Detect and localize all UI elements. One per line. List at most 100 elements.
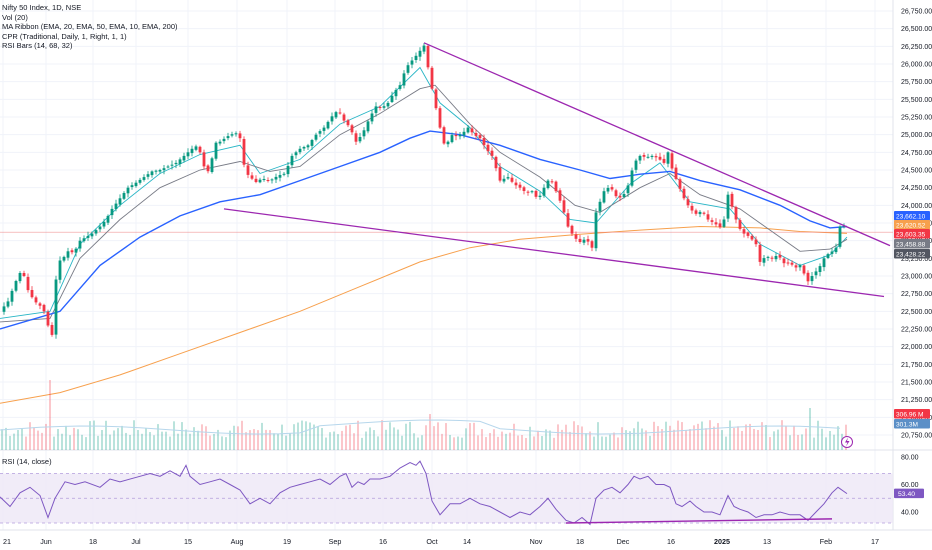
volume-bar xyxy=(649,435,651,450)
candle-body xyxy=(606,187,610,192)
time-tick-label: 16 xyxy=(667,537,675,546)
price-tick-label: 23,000.00 xyxy=(901,274,932,281)
volume-bar xyxy=(701,421,703,450)
volume-bar xyxy=(293,424,295,450)
volume-bar xyxy=(81,434,83,450)
time-tick-label: 18 xyxy=(576,537,584,546)
candle-body xyxy=(726,194,730,219)
candle-body xyxy=(218,141,222,144)
volume-bar xyxy=(13,433,15,450)
candle-body xyxy=(22,273,26,276)
legend-ma-ribbon[interactable]: MA Ribbon (EMA, 20, EMA, 50, EMA, 10, EM… xyxy=(2,22,178,32)
candle-body xyxy=(706,214,710,220)
candle-body xyxy=(270,179,274,181)
candle-body xyxy=(34,297,38,303)
volume-bar xyxy=(465,428,467,450)
candle-body xyxy=(86,236,90,238)
candle-body xyxy=(546,180,550,189)
volume-bar xyxy=(525,437,527,450)
trendlines[interactable] xyxy=(223,42,891,298)
candle-body xyxy=(794,265,798,268)
candle-body xyxy=(658,156,662,160)
candle-body xyxy=(410,60,414,65)
candle-body xyxy=(534,190,538,197)
volume-bar xyxy=(89,421,91,450)
candle-body xyxy=(10,290,14,302)
candle-body xyxy=(530,191,534,193)
rsi-tick-label: 60.00 xyxy=(901,482,919,489)
volume-bar xyxy=(25,436,27,450)
candle-body xyxy=(762,258,766,263)
candle-body xyxy=(782,258,786,264)
volume-bar xyxy=(657,426,659,450)
candle-body xyxy=(166,166,170,168)
volume-bar xyxy=(125,432,127,450)
candle-body xyxy=(78,240,82,249)
volume-bar xyxy=(225,437,227,450)
rsi-legend[interactable]: RSI (14, close) xyxy=(2,457,52,466)
candle-body xyxy=(562,200,566,213)
legend-symbol[interactable]: Nifty 50 Index, 1D, NSE xyxy=(2,3,82,12)
volume-bar xyxy=(333,431,335,450)
candle-body xyxy=(126,187,130,194)
ema-ribbon xyxy=(0,66,848,330)
candle-body xyxy=(334,112,338,118)
volume-bar xyxy=(517,435,519,450)
candle-body xyxy=(26,276,30,291)
candle-body xyxy=(202,152,206,167)
time-tick-label: Oct xyxy=(426,537,437,546)
volume-bar xyxy=(213,433,215,450)
volume-bar xyxy=(373,430,375,450)
candle-body xyxy=(318,131,322,134)
candle-body xyxy=(434,89,438,109)
candle-body xyxy=(102,221,106,227)
candle-body xyxy=(406,65,410,73)
candle-body xyxy=(310,140,314,146)
legend-vol[interactable]: Vol (20) xyxy=(2,12,28,22)
candle-body xyxy=(2,306,6,312)
candle-body xyxy=(522,187,526,191)
candle-body xyxy=(514,182,518,186)
price-tick-label: 23,250.00 xyxy=(901,256,932,263)
candle-body xyxy=(478,135,482,139)
volume-bar xyxy=(173,421,175,450)
volume-bar xyxy=(573,421,575,450)
volume-bar xyxy=(261,422,263,450)
candle-body xyxy=(490,150,494,156)
volume-bar xyxy=(689,429,691,450)
candle-body xyxy=(294,152,298,156)
volume-bar xyxy=(449,434,451,450)
candle-body xyxy=(178,159,182,164)
volume-bar xyxy=(781,420,783,450)
volume-bar xyxy=(785,426,787,450)
price-tag-label: 23,428.22 xyxy=(896,251,926,258)
volume-bar xyxy=(369,427,371,450)
volume-bar xyxy=(653,421,655,450)
volume-bar xyxy=(729,420,731,450)
volume-bar xyxy=(569,431,571,450)
lightning-icon[interactable] xyxy=(841,436,853,448)
candle-body xyxy=(130,185,134,187)
candle-body xyxy=(382,106,386,108)
price-tick-label: 26,750.00 xyxy=(901,9,932,16)
legend-cpr[interactable]: CPR (Traditional, Daily, 1, Right, 1, 1) xyxy=(2,31,127,41)
candle-body xyxy=(662,158,666,163)
legend-rsi-bars[interactable]: RSI Bars (14, 68, 32) xyxy=(2,41,73,51)
candle-body xyxy=(134,182,138,187)
volume-ma-line xyxy=(0,419,841,435)
price-tag-label: 23,458.88 xyxy=(896,241,926,248)
volume-bar xyxy=(289,433,291,450)
candle-body xyxy=(402,73,406,86)
price-tag-box xyxy=(894,211,930,221)
volume-bar xyxy=(809,408,811,450)
candle-body xyxy=(486,144,490,152)
candle-body xyxy=(722,219,726,227)
ema-line xyxy=(0,84,848,323)
volume-bar xyxy=(189,433,191,450)
volume-bar xyxy=(105,420,107,450)
time-tick-label: 14 xyxy=(463,537,471,546)
candle-body xyxy=(614,190,618,197)
candle-body xyxy=(770,257,774,259)
time-tick-label: 13 xyxy=(763,537,771,546)
